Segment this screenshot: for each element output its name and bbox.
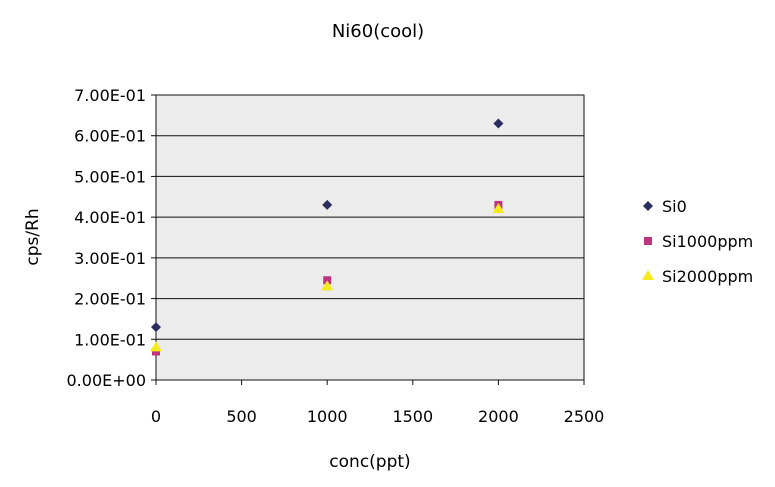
gridlines (156, 135, 584, 340)
x-tick-label: 1000 (307, 407, 348, 426)
y-tick-label: 3.00E-01 (74, 249, 146, 268)
data-points (150, 118, 505, 356)
axis-ticks: 0.00E+00 1.00E-01 2.00E-01 3.00E-01 4.00E-01… (67, 86, 605, 426)
chart-title: Ni60(cool) (332, 21, 424, 42)
legend-marker-si0 (643, 201, 653, 211)
x-tick-label: 0 (151, 407, 161, 426)
legend-marker-si2000ppm (642, 270, 654, 280)
legend-label-si2000ppm: Si2000ppm (662, 267, 753, 286)
point-si0 (151, 322, 161, 333)
point-si1000ppm (152, 347, 160, 356)
y-tick-label: 2.00E-01 (74, 290, 146, 309)
y-tick-label: 7.00E-01 (74, 86, 146, 105)
legend-label-si0: Si0 (662, 197, 687, 216)
x-tick-label: 500 (226, 407, 257, 426)
plot-area (155, 94, 585, 381)
point-si2000ppm (492, 203, 505, 213)
x-tick-label: 2000 (478, 407, 519, 426)
legend-marker-si1000ppm (644, 237, 652, 245)
y-tick-label: 1.00E-01 (74, 330, 146, 349)
point-si2000ppm (321, 280, 334, 291)
legend: Si0 Si1000ppm Si2000ppm (642, 197, 753, 286)
x-tick-label: 2500 (564, 407, 605, 426)
x-axis-title: conc(ppt) (329, 452, 410, 472)
legend-label-si1000ppm: Si1000ppm (662, 232, 753, 251)
point-si1000ppm (323, 276, 332, 285)
point-si0 (322, 199, 333, 210)
y-tick-label: 5.00E-01 (74, 167, 146, 186)
x-tick-label: 1500 (392, 407, 433, 426)
y-tick-label: 4.00E-01 (74, 208, 146, 227)
point-si0 (493, 118, 504, 129)
y-tick-label: 6.00E-01 (74, 127, 146, 146)
y-tick-label: 0.00E+00 (67, 371, 147, 390)
point-si2000ppm (150, 341, 162, 352)
y-axis-title: cps/Rh (23, 208, 43, 265)
